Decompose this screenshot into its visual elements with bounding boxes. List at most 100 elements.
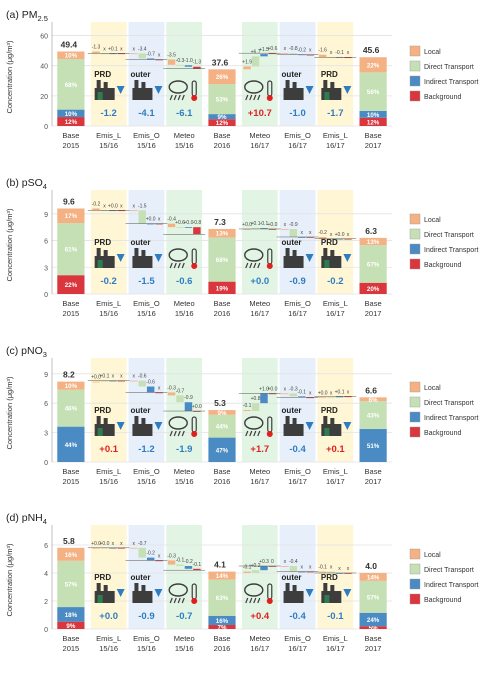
factory-icon-door bbox=[97, 92, 103, 100]
x-tick-label: Emis_O bbox=[284, 131, 311, 140]
rain-icon bbox=[253, 262, 257, 269]
cloud-icon bbox=[168, 583, 188, 597]
panel-title: (a) PM2.5 bbox=[6, 9, 48, 23]
step-bar-local bbox=[318, 54, 327, 58]
step-bar-local bbox=[281, 53, 289, 54]
step-region-label: PRD bbox=[94, 406, 111, 415]
cloud-icon bbox=[244, 583, 264, 597]
base-bar-direct bbox=[57, 58, 85, 110]
step-component-label: -0.8 bbox=[193, 220, 202, 226]
base-share-label: 16% bbox=[65, 552, 78, 559]
x-tick-label: Base bbox=[62, 299, 79, 308]
y-tick-label: 40 bbox=[40, 64, 48, 71]
step-bar-indirect bbox=[184, 566, 193, 569]
step-component-label: +1.0 bbox=[259, 386, 269, 392]
step-bar-indirect bbox=[335, 238, 344, 240]
step-bar-direct bbox=[100, 210, 109, 212]
base-share-label: 14% bbox=[216, 573, 229, 580]
base-share-label: 44% bbox=[216, 424, 229, 431]
step-bar-local bbox=[167, 59, 176, 65]
step-region-label: outer bbox=[282, 238, 302, 247]
legend-label-indirect: Indirect Transport bbox=[424, 247, 479, 254]
arrow-down-icon bbox=[305, 254, 314, 262]
panel-title: (d) pNH4 bbox=[6, 512, 47, 526]
period-band bbox=[90, 190, 127, 294]
factory-icon-chimney bbox=[292, 82, 297, 90]
step-component-label: x bbox=[309, 48, 312, 54]
base-bar-local bbox=[359, 397, 387, 402]
base-bar-direct bbox=[359, 580, 387, 613]
legend-swatch-local bbox=[409, 381, 421, 393]
step-bar-indirect bbox=[298, 571, 306, 573]
x-tick-label: Base bbox=[62, 467, 79, 476]
step-bar-background bbox=[117, 210, 126, 212]
base-total-label: 45.6 bbox=[363, 45, 380, 55]
base-bar-local bbox=[359, 57, 387, 73]
x-tick-label: 16/17 bbox=[326, 644, 345, 653]
step-component-label: -0.9 bbox=[184, 395, 193, 401]
rain-icon bbox=[245, 597, 249, 604]
factory-icon-chimney bbox=[134, 583, 139, 593]
x-tick-label: Base bbox=[62, 131, 79, 140]
x-tick-label: 16/17 bbox=[326, 477, 345, 486]
legend-swatch-background bbox=[409, 593, 421, 605]
step-bar-indirect bbox=[260, 228, 268, 229]
legend-swatch-direct bbox=[409, 60, 421, 72]
x-tick-label: 15/16 bbox=[175, 141, 194, 150]
step-bar-background bbox=[117, 547, 126, 549]
base-share-label: 10% bbox=[65, 111, 78, 118]
step-total-label: +0.1 bbox=[326, 444, 345, 455]
base-share-label: 46% bbox=[65, 406, 78, 413]
factory-icon-chimney bbox=[330, 418, 335, 426]
step-bar-indirect bbox=[335, 573, 344, 574]
step-bar-direct bbox=[289, 53, 298, 55]
legend-swatch-direct bbox=[409, 228, 421, 240]
y-tick-label: 0 bbox=[44, 460, 48, 467]
base-total-label: 37.6 bbox=[212, 57, 229, 67]
step-bar-local bbox=[243, 66, 251, 70]
step-bar-local bbox=[92, 51, 100, 54]
base-share-label: 22% bbox=[65, 282, 78, 289]
step-component-label: -0.4 bbox=[167, 217, 176, 223]
base-share-label: 13% bbox=[216, 231, 229, 238]
step-component-label: x bbox=[284, 222, 287, 228]
x-tick-label: Emis_O bbox=[284, 299, 311, 308]
step-component-label: x bbox=[158, 217, 161, 223]
step-bar-background bbox=[344, 573, 352, 574]
rain-icon bbox=[173, 430, 177, 437]
step-component-label: -0.2 bbox=[184, 559, 193, 565]
step-bar-background bbox=[193, 411, 201, 412]
period-band bbox=[317, 190, 354, 294]
period-band bbox=[241, 525, 278, 629]
base-share-label: 43% bbox=[367, 413, 380, 420]
rain-icon bbox=[169, 597, 173, 604]
base-share-label: 9% bbox=[66, 623, 75, 630]
step-bar-direct bbox=[251, 56, 260, 67]
factory-icon-chimney bbox=[330, 585, 335, 593]
step-component-label: -0.1 bbox=[335, 50, 344, 56]
step-bar-background bbox=[306, 54, 314, 56]
step-component-label: +0.0 bbox=[192, 404, 202, 410]
step-component-label: x bbox=[158, 53, 161, 59]
period-band bbox=[128, 22, 165, 126]
factory-icon-chimney bbox=[141, 585, 146, 593]
thermometer-bulb-icon bbox=[266, 95, 273, 101]
x-tick-label: Base bbox=[365, 299, 382, 308]
step-region-label: PRD bbox=[94, 238, 111, 247]
step-bar-direct bbox=[176, 564, 184, 566]
step-bar-direct bbox=[138, 547, 146, 558]
y-tick-label: 6 bbox=[44, 239, 48, 246]
x-tick-label: Emis_O bbox=[284, 467, 311, 476]
step-component-label: -0.2 bbox=[318, 230, 327, 236]
thermometer-bulb-icon bbox=[191, 598, 198, 604]
step-component-label: +0.0 bbox=[318, 390, 328, 396]
step-component-label: +0.1 bbox=[335, 389, 345, 395]
y-tick-label: 9 bbox=[44, 372, 48, 379]
arrow-down-icon bbox=[116, 422, 125, 430]
base-bar-indirect bbox=[359, 429, 387, 462]
step-bar-direct bbox=[138, 380, 146, 387]
thermometer-bulb-icon bbox=[266, 598, 273, 604]
legend-label-local: Local bbox=[424, 552, 441, 559]
arrow-down-icon bbox=[343, 589, 352, 597]
step-total-label: -4.1 bbox=[138, 108, 155, 119]
